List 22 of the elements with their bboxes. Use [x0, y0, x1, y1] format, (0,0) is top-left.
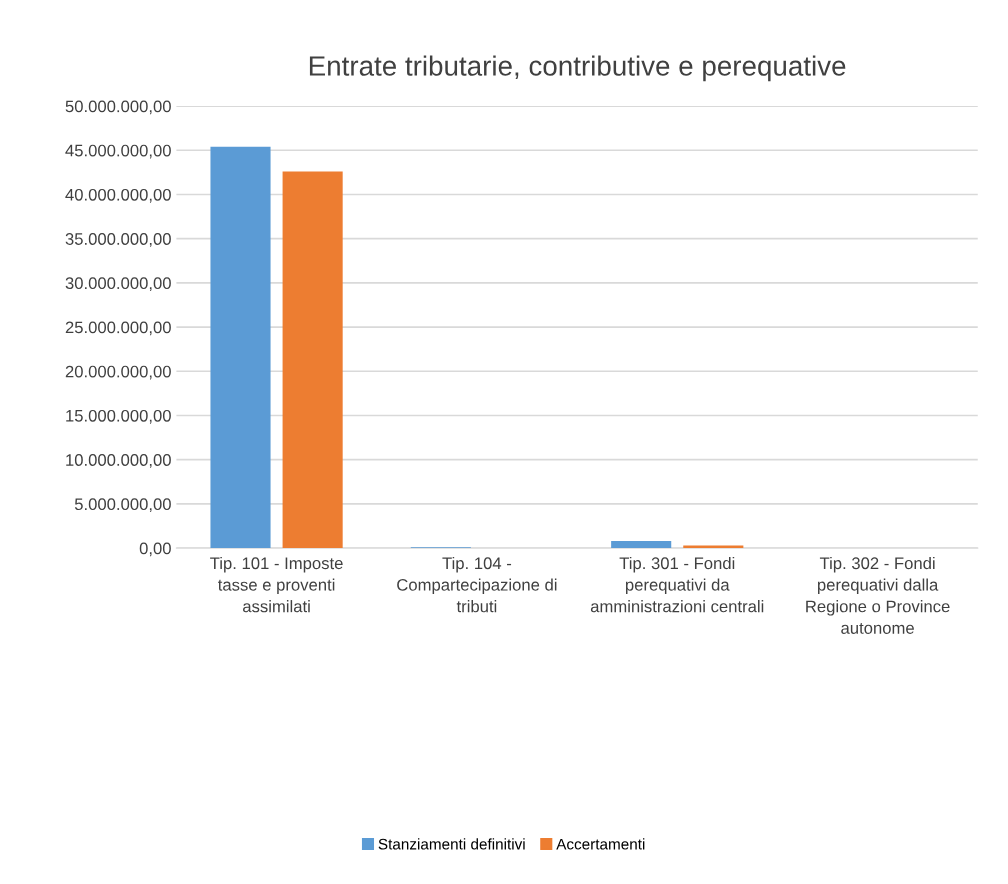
x-tick-label: Tip. 104 - Compartecipazione di tributi — [397, 556, 557, 613]
y-tick-label: 40.000.000,00 — [65, 188, 171, 203]
y-tick-label: 10.000.000,00 — [66, 454, 171, 468]
bar — [683, 545, 744, 549]
y-tick-label: 45.000.000,00 — [65, 144, 171, 159]
bar — [210, 146, 271, 549]
y-tick-label: 35.000.000,00 — [65, 233, 171, 247]
bar — [282, 171, 343, 549]
y-tick-label: 25.000.000,00 — [65, 321, 171, 336]
x-tick-label: Tip. 301 - Fondi perequativi da amministrazioni centrali — [590, 556, 764, 613]
x-tick-label: Tip. 101 - Imposte tasse e proventi assimilati — [210, 556, 343, 613]
x-tick-label: Tip. 302 - Fondi perequativi dalla Regione o Province autonome — [806, 556, 950, 634]
legend-label: Accertamenti — [556, 838, 645, 850]
y-tick-label: 20.000.000,00 — [65, 365, 171, 380]
chart-title: Entrate tributarie, contributive e perequative — [309, 55, 846, 82]
y-tick-label: 50.000.000,00 — [65, 100, 171, 115]
y-tick-label: 15.000.000,00 — [66, 409, 171, 424]
y-tick-label: 5.000.000,00 — [74, 498, 171, 513]
bar — [611, 541, 672, 549]
y-tick-label: 30.000.000,00 — [65, 277, 171, 292]
y-tick-label: 0,00 — [139, 542, 171, 557]
legend-label: Stanziamenti definitivi — [378, 838, 525, 850]
